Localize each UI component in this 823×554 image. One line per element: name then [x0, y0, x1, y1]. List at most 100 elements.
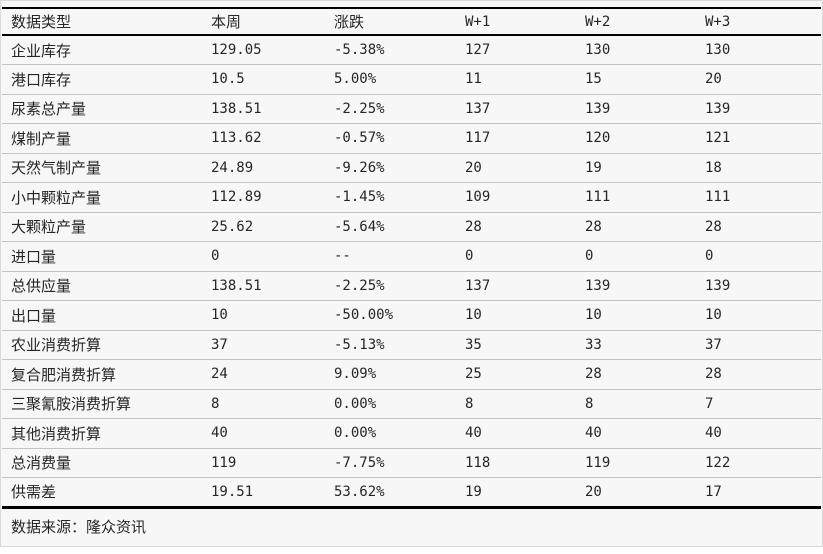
table-row: 港口库存 10.5 5.00% 11 15 20 — [2, 65, 821, 94]
cell-value: 0.00% — [334, 425, 377, 442]
header-cell: 涨跌 — [334, 13, 365, 31]
cell-value: 20 — [705, 71, 722, 88]
header-cell: 本周 — [211, 13, 242, 31]
cell-value: 113.62 — [211, 130, 262, 147]
cell-value: 8 — [465, 395, 474, 412]
table-row: 煤制产量 113.62 -0.57% 117 120 121 — [2, 124, 821, 153]
cell-value: 37 — [705, 336, 722, 353]
row-label: 企业库存 — [11, 41, 72, 60]
cell-value: 28 — [705, 218, 722, 235]
cell-value: 28 — [465, 218, 482, 235]
table-row: 供需差 19.51 53.62% 19 20 17 — [2, 478, 821, 507]
cell-value: 111 — [705, 189, 731, 206]
cell-value: 109 — [465, 189, 491, 206]
cell-value: 139 — [585, 277, 611, 294]
row-label: 大颗粒产量 — [11, 218, 87, 237]
table-row: 企业库存 129.05 -5.38% 127 130 130 — [2, 35, 821, 65]
table-row: 进口量 0 -- 0 0 0 — [2, 242, 821, 271]
cell-value: 40 — [585, 425, 602, 442]
cell-value: 19.51 — [211, 483, 254, 500]
cell-value: -1.45% — [334, 189, 385, 206]
row-label: 总消费量 — [11, 454, 72, 473]
table-row: 尿素总产量 138.51 -2.25% 137 139 139 — [2, 94, 821, 124]
row-label: 天然气制产量 — [11, 159, 102, 178]
cell-value: -2.25% — [334, 100, 385, 117]
cell-value: 35 — [465, 336, 482, 353]
cell-value: 139 — [705, 100, 731, 117]
table-wrap: 数据类型 本周 涨跌 W+1 W+2 W+3 企业库存 129.05 -5.38% 127 130… — [2, 7, 821, 509]
cell-value: 129.05 — [211, 42, 262, 58]
table-row: 其他消费折算 40 0.00% 40 40 40 — [2, 419, 821, 448]
cell-value: 24 — [211, 366, 228, 383]
cell-value: 0.00% — [334, 395, 377, 412]
header-cell-type: 数据类型 — [11, 13, 72, 31]
table-body: 企业库存 129.05 -5.38% 127 130 130 港口库存 10.5 5.00% 11… — [2, 35, 821, 507]
cell-value: -5.64% — [334, 218, 385, 235]
cell-value: 19 — [585, 159, 602, 176]
cell-value: 11 — [465, 71, 482, 88]
cell-value: 28 — [585, 366, 602, 383]
row-label: 三聚氰胺消费折算 — [11, 395, 132, 414]
table-row: 复合肥消费折算 24 9.09% 25 28 28 — [2, 360, 821, 389]
row-label: 供需差 — [11, 483, 57, 502]
row-label: 复合肥消费折算 — [11, 365, 117, 384]
table-row: 总供应量 138.51 -2.25% 137 139 139 — [2, 271, 821, 301]
cell-value: 10 — [585, 307, 602, 324]
cell-value: 17 — [705, 483, 722, 500]
source-note: 数据来源：隆众资讯 — [11, 517, 147, 536]
row-label: 小中颗粒产量 — [11, 188, 102, 207]
cell-value: 138.51 — [211, 100, 262, 117]
cell-value: 28 — [705, 366, 722, 383]
cell-value: 19 — [465, 483, 482, 500]
cell-value: 130 — [705, 42, 731, 58]
header-row: 数据类型 本周 涨跌 W+1 W+2 W+3 — [2, 8, 821, 35]
table-row: 农业消费折算 37 -5.13% 35 33 37 — [2, 330, 821, 360]
cell-value: 18 — [705, 159, 722, 176]
cell-value: 139 — [585, 100, 611, 117]
cell-value: 8 — [211, 395, 220, 412]
table-row: 大颗粒产量 25.62 -5.64% 28 28 28 — [2, 212, 821, 242]
cell-value: 138.51 — [211, 277, 262, 294]
cell-value: -- — [334, 248, 351, 265]
cell-value: 20 — [465, 159, 482, 176]
cell-value: -0.57% — [334, 130, 385, 147]
cell-value: 122 — [705, 454, 731, 471]
cell-value: 127 — [465, 42, 491, 58]
row-label: 港口库存 — [11, 70, 72, 89]
row-label: 进口量 — [11, 247, 57, 266]
cell-value: -9.26% — [334, 159, 385, 176]
cell-value: 15 — [585, 71, 602, 88]
row-label: 尿素总产量 — [11, 100, 87, 119]
cell-value: 25 — [465, 366, 482, 383]
table-row: 小中颗粒产量 112.89 -1.45% 109 111 111 — [2, 183, 821, 212]
cell-value: 0 — [211, 248, 220, 265]
cell-value: -2.25% — [334, 277, 385, 294]
row-label: 其他消费折算 — [11, 424, 102, 443]
cell-value: 28 — [585, 218, 602, 235]
cell-value: 118 — [465, 454, 491, 471]
cell-value: 9.09% — [334, 366, 377, 383]
cell-value: 5.00% — [334, 71, 377, 88]
cell-value: 10 — [465, 307, 482, 324]
header-cell: W+2 — [585, 13, 611, 30]
cell-value: 111 — [585, 189, 611, 206]
table-row: 出口量 10 -50.00% 10 10 10 — [2, 301, 821, 330]
cell-value: 120 — [585, 130, 611, 147]
cell-value: 112.89 — [211, 189, 262, 206]
row-label: 出口量 — [11, 306, 57, 325]
cell-value: 25.62 — [211, 218, 254, 235]
cell-value: 24.89 — [211, 159, 254, 176]
row-label: 总供应量 — [11, 277, 72, 296]
cell-value: 0 — [465, 248, 474, 265]
cell-value: 117 — [465, 130, 491, 147]
row-label: 煤制产量 — [11, 129, 72, 148]
cell-value: 37 — [211, 336, 228, 353]
cell-value: -5.13% — [334, 336, 385, 353]
table-row: 总消费量 119 -7.75% 118 119 122 — [2, 448, 821, 478]
header-cell: W+3 — [705, 13, 731, 30]
cell-value: 20 — [585, 483, 602, 500]
cell-value: 40 — [705, 425, 722, 442]
header-cell: W+1 — [465, 13, 491, 30]
cell-value: 0 — [705, 248, 714, 265]
